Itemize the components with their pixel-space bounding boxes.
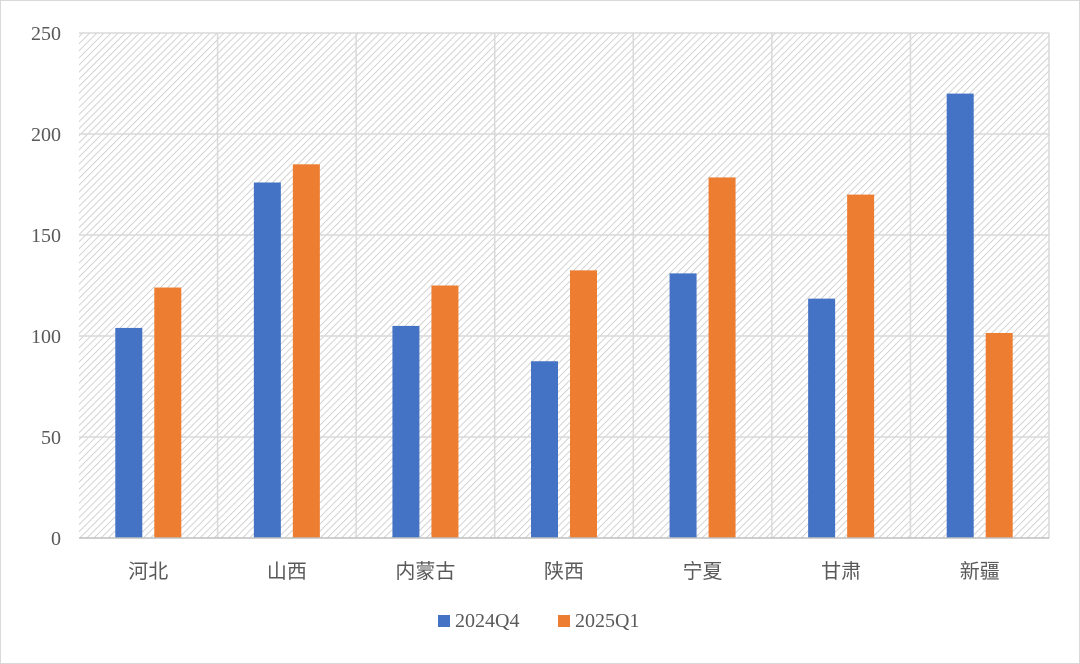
x-axis: 河北 山西 内蒙古 陕西 宁夏 甘肃 新疆 — [79, 537, 1049, 583]
bar-2025Q1-陕西 — [570, 270, 597, 538]
x-tick-label: 山西 — [267, 559, 307, 583]
legend-item: 2024Q4 — [438, 610, 519, 632]
bar-2024Q4-山西 — [253, 182, 281, 539]
y-axis: 0 50 100 150 200 250 — [31, 23, 61, 550]
bar-2025Q1-山西 — [292, 164, 320, 539]
x-tick-label: 陕西 — [544, 559, 584, 583]
legend-item: 2025Q1 — [558, 610, 639, 632]
y-tick-label: 150 — [31, 225, 61, 247]
bar-2024Q4-甘肃 — [808, 298, 836, 538]
bar-2025Q1-新疆 — [985, 332, 1013, 538]
y-tick-label: 0 — [51, 528, 61, 550]
legend-label: 2024Q4 — [455, 610, 519, 632]
legend-swatch — [558, 615, 570, 627]
y-tick-label: 200 — [31, 124, 61, 146]
x-tick-label: 新疆 — [960, 559, 1000, 583]
bars — [115, 93, 1013, 539]
gridlines — [79, 32, 1050, 538]
legend-swatch — [438, 615, 450, 627]
legend: 2024Q4 2025Q1 — [438, 610, 639, 632]
bar-2024Q4-内蒙古 — [392, 325, 420, 538]
bar-2025Q1-河北 — [154, 287, 182, 538]
bar-2025Q1-甘肃 — [847, 194, 875, 538]
bar-2025Q1-内蒙古 — [431, 285, 459, 538]
x-tick-label: 甘肃 — [821, 559, 861, 583]
x-tick-label: 宁夏 — [683, 559, 723, 583]
y-tick-label: 50 — [41, 427, 61, 449]
x-tick-label: 内蒙古 — [395, 559, 455, 583]
plot-area — [79, 33, 1049, 538]
plot-background — [79, 33, 1049, 538]
x-tick-label: 河北 — [128, 559, 168, 583]
bar-2025Q1-宁夏 — [708, 177, 736, 538]
y-tick-label: 250 — [31, 23, 61, 45]
legend-label: 2025Q1 — [575, 610, 639, 632]
bar-2024Q4-河北 — [115, 327, 143, 538]
bar-2024Q4-陕西 — [531, 361, 558, 538]
bar-2024Q4-宁夏 — [669, 273, 697, 538]
bar-2024Q4-新疆 — [946, 93, 974, 538]
y-tick-label: 100 — [31, 326, 61, 348]
